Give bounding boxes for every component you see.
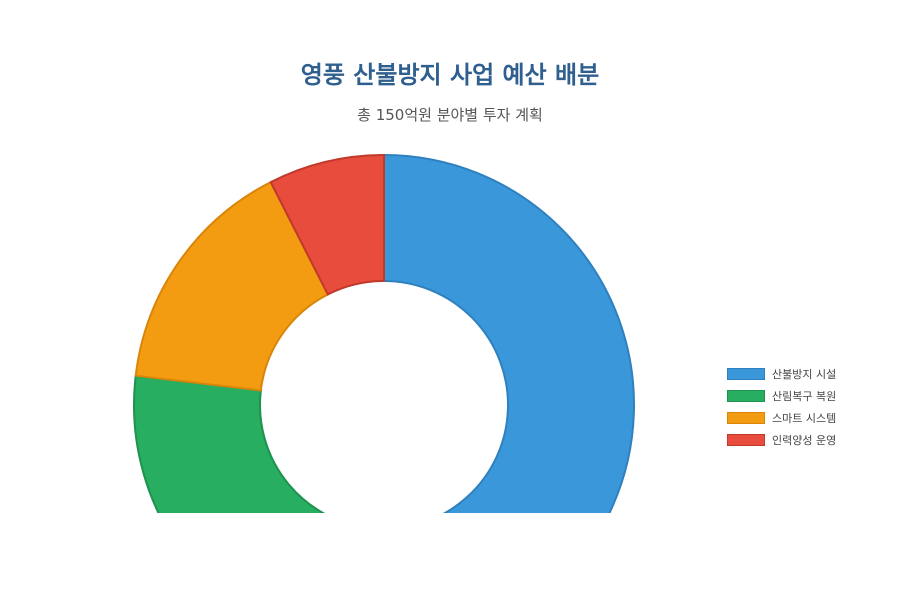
legend-label: 산불방지 시설	[772, 368, 837, 381]
legend-item-2[interactable]: 산림복구 복원	[727, 385, 836, 407]
legend-swatch	[727, 390, 765, 402]
legend-label: 인력양성 운영	[772, 434, 837, 447]
slice-3[interactable]	[134, 180, 330, 392]
legend-label: 스마트 시스템	[772, 412, 837, 425]
chart-title: 영풍 산불방지 사업 예산 배분	[300, 61, 600, 89]
slice-1[interactable]	[368, 153, 636, 600]
chart-subtitle: 총 150억원 분야별 투자 계획	[357, 106, 543, 124]
legend-swatch	[727, 368, 765, 380]
legend-swatch	[727, 412, 765, 424]
legend-item-1[interactable]: 산불방지 시설	[727, 363, 836, 385]
legend-item-4[interactable]: 인력양성 운영	[727, 429, 836, 451]
legend-label: 산림복구 복원	[772, 390, 837, 403]
slice-4[interactable]	[269, 153, 385, 296]
slice-group	[133, 153, 636, 600]
legend-item-3[interactable]: 스마트 시스템	[727, 407, 836, 429]
legend-swatch	[727, 434, 765, 446]
slice-2[interactable]	[133, 374, 376, 600]
